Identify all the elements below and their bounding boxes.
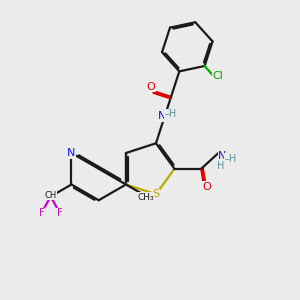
Text: F: F xyxy=(39,208,44,218)
Text: H: H xyxy=(217,161,224,171)
Text: Cl: Cl xyxy=(212,71,223,81)
Text: N: N xyxy=(158,111,166,121)
Text: CH: CH xyxy=(44,191,57,200)
Text: S: S xyxy=(152,189,160,199)
Text: F: F xyxy=(57,208,62,218)
Text: O: O xyxy=(203,182,212,192)
Text: CH₃: CH₃ xyxy=(137,193,154,202)
Text: O: O xyxy=(147,82,155,92)
Text: –H: –H xyxy=(224,154,237,164)
Text: –H: –H xyxy=(165,109,177,119)
Text: N: N xyxy=(67,148,76,158)
Text: N: N xyxy=(218,151,226,161)
